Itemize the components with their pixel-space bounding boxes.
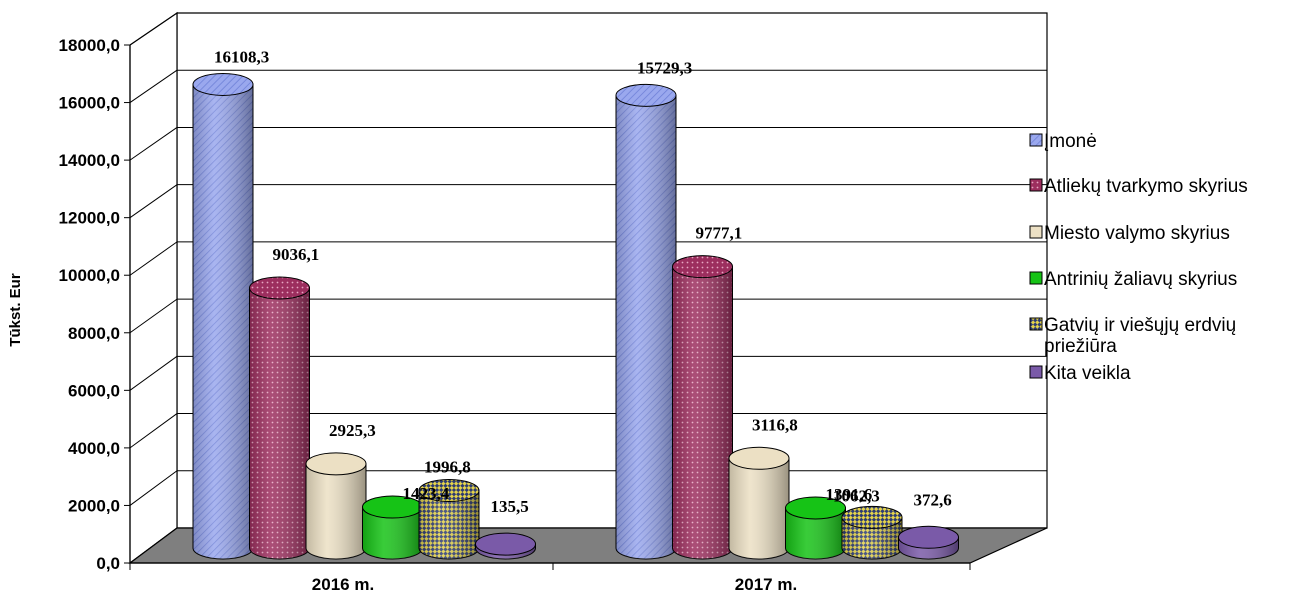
legend-label: Antrinių žaliavų skyrius (1044, 269, 1237, 290)
y-tick-label: 4000,0 (68, 439, 120, 458)
bar-shading (419, 490, 479, 559)
bar (418, 479, 480, 560)
legend-item: Įmonė (1029, 131, 1097, 152)
legend: Įmonė Atliekų tvarkymo skyrius Miesto valy… (1029, 131, 1248, 384)
y-tick-label: 10000,0 (59, 266, 120, 285)
legend-item: Antrinių žaliavų skyrius (1029, 269, 1237, 290)
bar-shading (616, 95, 676, 559)
bar-top (898, 525, 959, 549)
y-tick-label: 0,0 (96, 554, 120, 573)
bar-shading (729, 458, 789, 559)
grid-line-side (129, 127, 178, 161)
bar (249, 276, 310, 560)
bar-top (615, 83, 677, 107)
grid-lines (129, 12, 1047, 564)
legend-swatch (1029, 365, 1043, 379)
x-category-label: 2017 m. (735, 575, 797, 594)
legend-label: Atliekų tvarkymo skyrius (1044, 176, 1248, 197)
bar-top (475, 532, 536, 556)
x-category-label: 2016 m. (312, 575, 374, 594)
bar (785, 496, 846, 560)
y-tick-label: 18000,0 (59, 36, 120, 55)
bar-shading (249, 287, 310, 559)
legend-label: Įmonė (1044, 131, 1097, 152)
bar-top (418, 479, 480, 503)
data-label: 135,5 (491, 497, 529, 516)
data-label: 1423,4 (403, 484, 450, 503)
y-axis: 0,0 2000,0 4000,0 6000,0 8000,0 10000,0 12000,… (59, 36, 131, 573)
bar-top (785, 496, 846, 520)
bar-shading (306, 463, 366, 559)
grid-line-side (129, 470, 178, 506)
grid-line-side (129, 12, 178, 46)
bar-shading (672, 266, 733, 559)
bar (305, 452, 367, 560)
legend-item: Atliekų tvarkymo skyrius (1029, 176, 1248, 197)
grid-line-side (129, 241, 178, 276)
data-label: 9777,1 (696, 224, 743, 243)
legend-item: Kita veikla (1029, 363, 1131, 384)
grid-line-side (129, 413, 178, 449)
bar-top (192, 72, 254, 96)
y-tick-label: 16000,0 (59, 94, 120, 113)
y-tick-label: 2000,0 (68, 496, 120, 515)
bar (841, 505, 903, 560)
y-axis-title: Tūkst. Eur (7, 273, 24, 347)
data-label: 372,6 (914, 490, 952, 509)
grid-line-side (129, 355, 178, 391)
legend-swatch (1029, 317, 1043, 331)
y-tick-label: 14000,0 (59, 151, 120, 170)
legend-swatch (1029, 133, 1043, 147)
bar-shading (193, 84, 253, 559)
data-label: 1062,3 (833, 486, 880, 505)
data-labels: 16108,3 9036,1 2925,3 1423,4 1996,8 135,5 1572… (214, 47, 952, 516)
bar-top (249, 276, 310, 300)
legend-label: Miesto valymo skyrius (1044, 223, 1230, 244)
legend-swatch (1029, 271, 1043, 285)
bar-shading (842, 517, 902, 559)
data-label: 9036,1 (273, 245, 320, 264)
y-tick-label: 8000,0 (68, 324, 120, 343)
data-label: 2925,3 (329, 421, 376, 440)
bar (728, 446, 790, 560)
bar (898, 525, 959, 560)
data-label: 15729,3 (637, 58, 692, 77)
bar (672, 255, 733, 560)
bar-top (841, 505, 903, 529)
data-label: 16108,3 (214, 47, 269, 66)
bars (192, 72, 959, 560)
bar-shading (785, 507, 846, 559)
legend-item: Miesto valymo skyrius (1029, 223, 1230, 244)
grid-line-side (129, 184, 178, 219)
bar (475, 532, 536, 560)
grid-line-side (129, 69, 178, 103)
bar-shading (362, 507, 423, 559)
y-tick-label: 6000,0 (68, 381, 120, 400)
legend-item: Gatvių ir viešųjų erdvių priežiūra (1029, 315, 1236, 357)
legend-label: Gatvių ir viešųjų erdvių priežiūra (1044, 315, 1236, 357)
data-label: 1996,8 (424, 458, 471, 477)
side-wall (129, 11, 178, 565)
category-labels: 2016 m. 2017 m. (129, 563, 971, 594)
y-tick-label: 12000,0 (59, 209, 120, 228)
legend-swatch (1029, 178, 1043, 192)
bar (192, 72, 254, 560)
grid-line-side (129, 298, 178, 334)
bar (362, 495, 423, 560)
legend-swatch (1029, 225, 1043, 239)
data-label: 3116,8 (752, 415, 798, 434)
bar-top (728, 446, 790, 470)
bar (615, 83, 677, 560)
data-label: 1391,6 (826, 485, 873, 504)
bar-top (305, 452, 367, 476)
legend-label: Kita veikla (1044, 363, 1131, 384)
bar-top (672, 255, 733, 279)
